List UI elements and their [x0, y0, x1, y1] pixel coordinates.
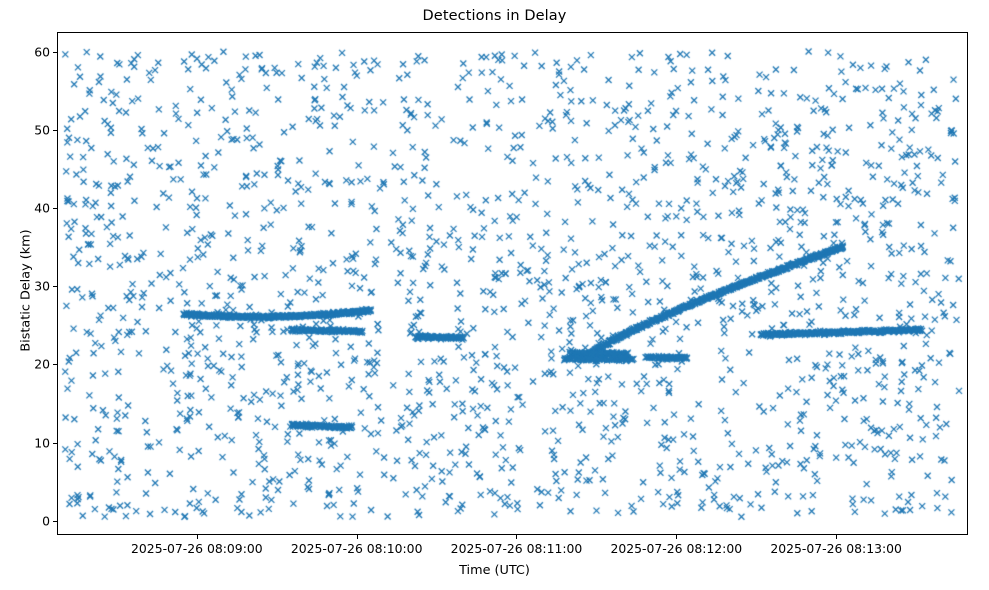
scatter-plot-canvas — [58, 33, 967, 534]
x-tick-mark — [676, 535, 678, 539]
x-tick-label: 2025-07-26 08:10:00 — [290, 541, 423, 556]
y-tick-mark — [53, 129, 57, 131]
y-tick-mark — [53, 520, 57, 522]
y-tick-mark — [53, 442, 57, 444]
x-tick-label: 2025-07-26 08:13:00 — [770, 541, 902, 556]
y-tick-label: 40 — [34, 200, 50, 216]
y-tick-label: 60 — [34, 44, 50, 60]
x-tick-label: 2025-07-26 08:11:00 — [450, 541, 583, 556]
y-tick-label: 30 — [34, 278, 50, 294]
plot-axes — [57, 32, 968, 535]
x-tick-mark — [196, 535, 198, 539]
y-tick-mark — [53, 364, 57, 366]
x-axis-label: Time (UTC) — [459, 563, 530, 578]
x-tick-mark — [836, 535, 838, 539]
y-tick-mark — [53, 286, 57, 288]
x-tick-label: 2025-07-26 08:09:00 — [131, 541, 263, 556]
x-tick-mark — [356, 535, 358, 539]
y-tick-mark — [53, 51, 57, 53]
y-axis-ticks: 0 10 20 30 40 50 60 — [0, 0, 50, 590]
x-tick-label: 2025-07-26 08:12:00 — [610, 541, 743, 556]
y-tick-label: 10 — [34, 435, 50, 451]
y-axis-label: Bistatic Delay (km) — [18, 229, 34, 352]
page-title: Detections in Delay — [422, 8, 567, 24]
y-tick-mark — [53, 208, 57, 209]
y-tick-label: 50 — [34, 122, 50, 138]
x-tick-mark — [516, 535, 518, 539]
y-tick-label: 20 — [34, 356, 50, 372]
y-tick-label: 0 — [42, 513, 50, 529]
